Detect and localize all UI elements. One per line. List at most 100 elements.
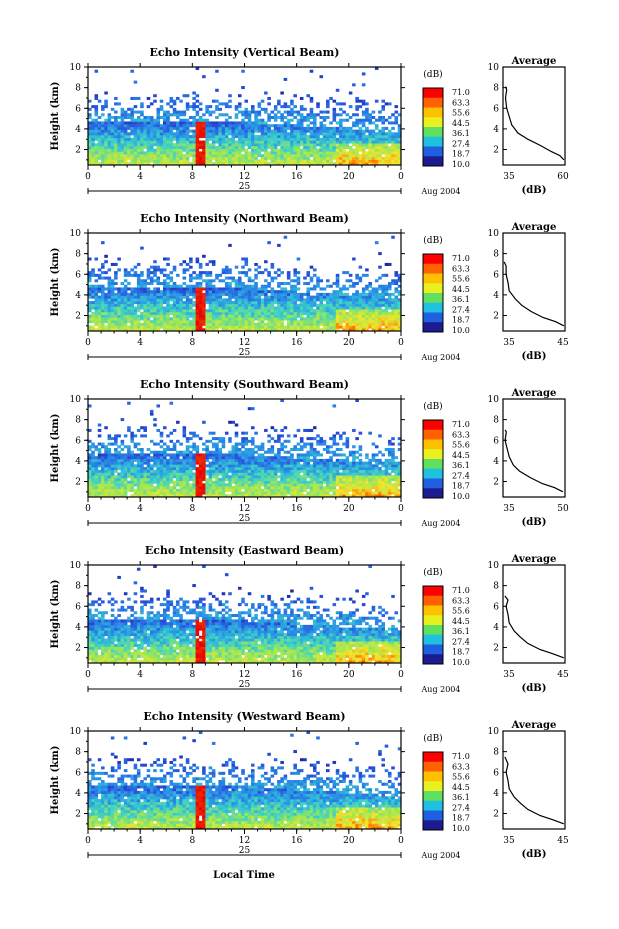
average-x-tick-label: 45	[557, 670, 569, 680]
y-tick-label: 2	[75, 312, 81, 322]
average-y-tick-label: 2	[493, 312, 499, 322]
chart-title: Echo Intensity (Westward Beam)	[143, 710, 345, 723]
average-frame	[503, 731, 565, 829]
colorbar-swatch	[423, 303, 443, 313]
x-tick-label: 0	[85, 504, 91, 514]
x-tick-label: 8	[189, 338, 195, 348]
x-tick-label: 0	[398, 504, 404, 514]
colorbar-swatch	[423, 293, 443, 303]
average-y-tick-label: 10	[488, 561, 500, 571]
x-tick-label: 4	[137, 670, 143, 680]
heatmap-field	[88, 731, 401, 829]
colorbar-swatch	[423, 137, 443, 147]
average-x-tick-label: 45	[557, 338, 569, 348]
colorbar-swatch	[423, 586, 443, 596]
date-label: Aug 2004	[421, 851, 461, 860]
date-label: Aug 2004	[421, 519, 461, 528]
colorbar-swatch	[423, 283, 443, 293]
y-tick-label: 4	[75, 789, 81, 799]
average-frame	[503, 399, 565, 497]
day-label: 25	[239, 348, 251, 358]
y-tick-label: 4	[75, 623, 81, 633]
colorbar-label: 71.0	[452, 254, 470, 263]
average-profile-line	[505, 596, 564, 658]
colorbar-swatch	[423, 440, 443, 450]
y-axis-label: Height (km)	[50, 746, 61, 815]
colorbar-swatch	[423, 420, 443, 430]
colorbar-unit: (dB)	[423, 69, 442, 80]
average-x-tick-label: 35	[503, 836, 515, 846]
average-y-tick-label: 10	[488, 63, 500, 73]
x-tick-label: 4	[137, 172, 143, 182]
colorbar-swatch	[423, 147, 443, 157]
y-tick-label: 2	[75, 146, 81, 156]
colorbar-label: 63.3	[452, 264, 470, 273]
colorbar-label: 18.7	[452, 150, 470, 159]
average-x-tick-label: 45	[557, 836, 569, 846]
colorbar-swatch	[423, 98, 443, 108]
y-tick-label: 10	[70, 395, 82, 405]
average-x-tick-label: 35	[503, 504, 515, 514]
colorbar-label: 27.4	[452, 305, 470, 314]
y-axis-label: Height (km)	[50, 580, 61, 649]
average-title: Average	[511, 388, 557, 399]
colorbar-label: 55.6	[452, 607, 470, 616]
y-tick-label: 2	[75, 644, 81, 654]
average-y-tick-label: 8	[493, 582, 499, 592]
day-label: 25	[239, 514, 251, 524]
x-tick-label: 16	[291, 338, 303, 348]
colorbar-swatch	[423, 449, 443, 459]
colorbar-unit: (dB)	[423, 235, 442, 246]
average-y-tick-label: 6	[493, 270, 499, 280]
colorbar-label: 44.5	[452, 285, 470, 294]
average-x-tick-label: 50	[557, 504, 569, 514]
y-tick-label: 8	[75, 416, 81, 426]
y-tick-label: 6	[75, 104, 81, 114]
average-y-tick-label: 4	[493, 457, 499, 467]
y-tick-label: 2	[75, 810, 81, 820]
average-y-tick-label: 10	[488, 395, 500, 405]
average-frame	[503, 565, 565, 663]
colorbar-swatch	[423, 654, 443, 664]
colorbar-swatch	[423, 791, 443, 801]
average-title: Average	[511, 554, 557, 565]
x-tick-label: 16	[291, 172, 303, 182]
colorbar-label: 27.4	[452, 803, 470, 812]
colorbar-label: 27.4	[452, 637, 470, 646]
average-y-tick-label: 2	[493, 644, 499, 654]
y-tick-label: 6	[75, 602, 81, 612]
colorbar-label: 71.0	[452, 752, 470, 761]
chart-title: Echo Intensity (Eastward Beam)	[145, 544, 344, 557]
heatmap-field	[88, 236, 401, 332]
y-tick-label: 6	[75, 270, 81, 280]
colorbar-swatch	[423, 88, 443, 98]
colorbar-label: 18.7	[452, 316, 470, 325]
y-tick-label: 8	[75, 250, 81, 260]
colorbar-label: 36.1	[452, 129, 470, 138]
colorbar-label: 44.5	[452, 451, 470, 460]
colorbar-label: 71.0	[452, 586, 470, 595]
average-frame	[503, 233, 565, 331]
average-y-tick-label: 6	[493, 104, 499, 114]
average-profile-line	[505, 757, 564, 824]
date-label: Aug 2004	[421, 685, 461, 694]
x-tick-label: 8	[189, 670, 195, 680]
x-tick-label: 4	[137, 836, 143, 846]
x-tick-label: 0	[398, 670, 404, 680]
y-tick-label: 4	[75, 125, 81, 135]
colorbar-label: 71.0	[452, 88, 470, 97]
x-tick-label: 20	[343, 338, 355, 348]
x-tick-label: 8	[189, 172, 195, 182]
y-tick-label: 6	[75, 436, 81, 446]
colorbar-swatch	[423, 488, 443, 498]
colorbar-swatch	[423, 117, 443, 127]
average-y-tick-label: 6	[493, 436, 499, 446]
average-y-tick-label: 2	[493, 478, 499, 488]
average-x-label: (dB)	[522, 683, 547, 694]
x-tick-label: 12	[239, 836, 250, 846]
colorbar-swatch	[423, 801, 443, 811]
average-y-tick-label: 10	[488, 229, 500, 239]
average-profile-line	[504, 262, 564, 326]
average-y-tick-label: 8	[493, 416, 499, 426]
